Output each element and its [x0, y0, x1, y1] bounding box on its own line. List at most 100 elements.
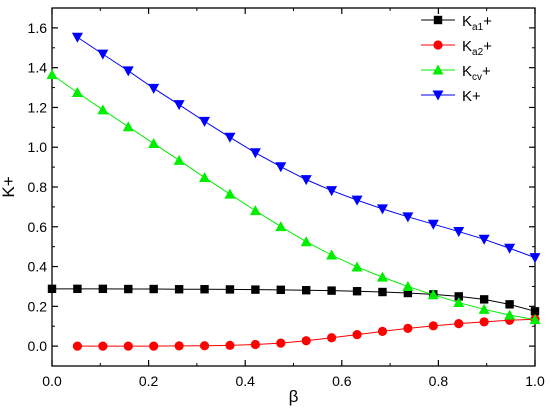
- data-point: [73, 284, 82, 294]
- data-point: [454, 292, 463, 301]
- legend-marker: [433, 40, 443, 50]
- y-tick-label: 0.8: [28, 179, 48, 195]
- data-point: [300, 175, 312, 186]
- data-point: [300, 236, 312, 247]
- series-line: [52, 288, 536, 312]
- data-point: [174, 285, 184, 294]
- x-tick-label: 0.6: [332, 373, 352, 389]
- legend-item: Ka2+: [421, 38, 492, 58]
- data-point: [427, 289, 439, 300]
- data-point: [124, 284, 133, 294]
- data-point: [225, 285, 235, 294]
- data-point: [122, 66, 134, 77]
- data-point: [174, 341, 184, 351]
- data-point: [250, 339, 260, 350]
- data-point: [275, 162, 287, 173]
- y-axis-title: K+: [0, 176, 18, 197]
- x-tick-label: 0.2: [139, 373, 159, 389]
- data-point: [504, 243, 516, 254]
- y-tick-label: 0.6: [28, 219, 48, 235]
- data-point: [376, 204, 388, 215]
- data-point: [529, 253, 541, 264]
- data-point: [47, 284, 57, 294]
- data-point: [97, 104, 109, 115]
- y-tick-label: 0.0: [28, 338, 48, 354]
- legend: Ka1+ Ka2+ Kcv+ K+: [421, 13, 492, 105]
- data-point: [352, 329, 362, 340]
- data-point: [173, 154, 185, 165]
- data-point: [173, 100, 185, 111]
- data-point: [504, 309, 516, 320]
- data-point: [352, 287, 362, 296]
- series-4: [71, 32, 541, 264]
- y-tick-label: 1.0: [28, 139, 48, 155]
- data-point: [97, 49, 109, 60]
- legend-marker: [432, 64, 444, 75]
- data-point: [377, 326, 388, 336]
- x-tick-label: 1.0: [525, 373, 545, 389]
- series-line: [51, 74, 536, 321]
- data-point: [72, 341, 83, 351]
- x-tick-label: 0.4: [235, 373, 255, 389]
- plot-frame: [51, 7, 536, 367]
- series-1: [47, 284, 540, 316]
- data-point: [326, 186, 338, 197]
- y-tick-label: 1.4: [28, 60, 48, 76]
- data-point: [148, 83, 160, 94]
- legend-item: Ka1+: [421, 13, 492, 33]
- data-point: [428, 321, 438, 331]
- data-point: [224, 188, 236, 199]
- data-point: [376, 271, 388, 282]
- data-point: [251, 285, 260, 294]
- data-point: [403, 323, 413, 334]
- data-point: [148, 137, 160, 148]
- data-point: [402, 212, 414, 223]
- data-point: [302, 286, 311, 295]
- data-point: [200, 285, 209, 294]
- series-2: [72, 314, 540, 351]
- data-point: [530, 307, 540, 316]
- legend-marker: [432, 90, 444, 101]
- legend-label: Ka2+: [462, 38, 492, 58]
- data-point: [276, 338, 286, 348]
- data-point: [98, 341, 108, 351]
- data-point: [301, 336, 311, 346]
- data-point: [454, 319, 464, 329]
- y-tick-label: 0.4: [28, 259, 48, 275]
- data-point: [402, 280, 414, 291]
- data-point: [479, 317, 489, 327]
- data-point: [478, 234, 490, 245]
- data-point: [326, 249, 338, 260]
- data-point: [149, 284, 158, 294]
- data-point: [505, 300, 514, 309]
- data-point: [71, 87, 83, 98]
- data-point: [403, 288, 413, 298]
- data-point: [479, 295, 489, 304]
- data-point: [225, 340, 235, 350]
- legend-item: K+: [421, 88, 481, 105]
- data-point: [122, 121, 134, 132]
- legend-label: K+: [462, 88, 481, 105]
- data-point: [123, 341, 133, 351]
- data-point: [249, 148, 261, 159]
- data-point: [478, 303, 490, 314]
- data-point: [199, 116, 211, 127]
- y-tick-label: 0.2: [28, 298, 48, 314]
- x-tick-label: 0.8: [429, 373, 449, 389]
- data-point: [351, 195, 363, 206]
- data-point: [275, 221, 287, 232]
- legend-item: Kcv+: [421, 63, 491, 83]
- data-point: [98, 284, 108, 294]
- legend-label: Ka1+: [462, 13, 492, 33]
- data-point: [351, 261, 363, 272]
- legend-label: Kcv+: [462, 63, 491, 83]
- data-point: [276, 285, 285, 295]
- data-point: [199, 171, 211, 182]
- y-tick-label: 1.2: [28, 99, 48, 115]
- data-point: [149, 341, 159, 351]
- data-point: [327, 286, 336, 295]
- y-tick-label: 1.6: [28, 20, 48, 36]
- data-point: [199, 341, 210, 351]
- x-tick-label: 0.0: [42, 373, 62, 389]
